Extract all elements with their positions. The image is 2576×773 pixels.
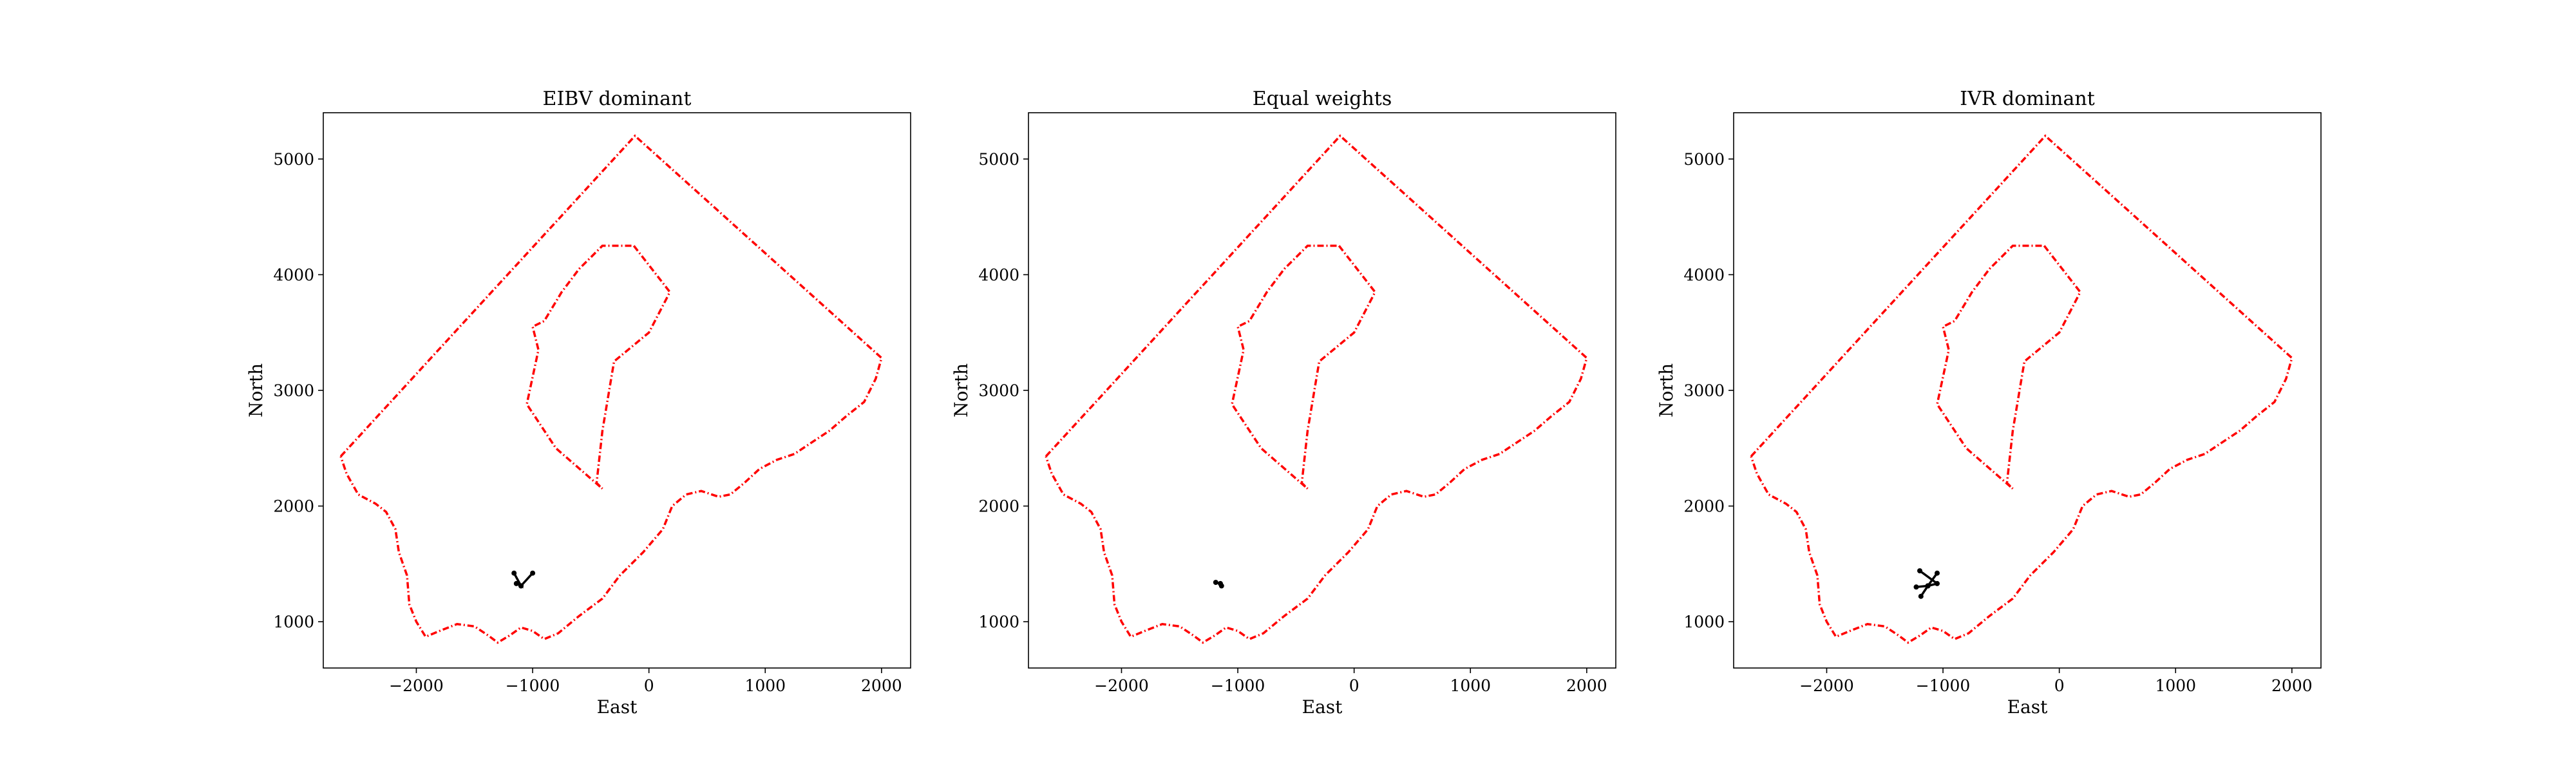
y-tick-label: 5000 <box>978 150 1019 169</box>
x-tick-label: 2000 <box>1566 676 1607 695</box>
path-point <box>1917 568 1922 574</box>
outer-boundary-line <box>339 134 883 644</box>
path-point <box>1213 580 1218 586</box>
path-point <box>1918 593 1924 599</box>
y-tick-label: 3000 <box>273 381 314 400</box>
y-axis-label: North <box>1656 363 1677 417</box>
path-point <box>530 570 536 576</box>
x-tick-label: −2000 <box>389 676 444 695</box>
path-point <box>518 583 524 589</box>
x-tick-label: 1000 <box>2155 676 2196 695</box>
y-tick-label: 5000 <box>273 150 314 169</box>
x-axis-label: East <box>2007 696 2049 718</box>
chart-panel-3: IVR dominant −2000 −1000 0 1000 2000 1000 2000 3… <box>1656 88 2322 718</box>
y-tick-label: 4000 <box>273 265 314 284</box>
chart-title: EIBV dominant <box>543 88 692 110</box>
inner-boundary-line <box>1936 244 2082 490</box>
x-tick-label: 1000 <box>1450 676 1491 695</box>
path-point <box>1935 580 1940 586</box>
x-tick-label: 0 <box>2054 676 2065 695</box>
y-tick-label: 2000 <box>978 497 1019 516</box>
chart-panel-1: EIBV dominant −2000 −1000 0 1000 2000 1000 2000… <box>245 88 911 718</box>
inner-boundary-line <box>526 244 672 490</box>
outer-boundary-line <box>1750 134 2293 644</box>
y-tick-label: 1000 <box>978 613 1019 631</box>
x-tick-label: 1000 <box>744 676 786 695</box>
y-tick-label: 3000 <box>978 381 1019 400</box>
plot-frame <box>1028 112 1616 669</box>
y-tick-label: 5000 <box>1683 150 1725 169</box>
path-point <box>1935 570 1940 576</box>
chart-title: Equal weights <box>1253 88 1392 110</box>
path-point <box>1925 583 1931 589</box>
y-axis-label: North <box>245 363 267 417</box>
x-tick-label: 0 <box>1349 676 1359 695</box>
x-tick-label: −2000 <box>1094 676 1149 695</box>
y-tick-label: 2000 <box>1683 497 1725 516</box>
x-tick-label: −1000 <box>1916 676 1971 695</box>
x-tick-label: −1000 <box>506 676 560 695</box>
outer-boundary-line <box>1045 134 1588 644</box>
y-tick-label: 4000 <box>978 265 1019 284</box>
y-tick-label: 2000 <box>273 497 314 516</box>
chart-title: IVR dominant <box>1960 88 2095 110</box>
x-tick-label: −2000 <box>1799 676 1854 695</box>
chart-panel-2: Equal weights −2000 −1000 0 1000 2000 1000 2000… <box>951 88 1616 718</box>
path-point <box>1913 584 1919 590</box>
y-axis-label: North <box>951 363 972 417</box>
x-tick-label: 0 <box>644 676 654 695</box>
y-tick-label: 1000 <box>273 613 314 631</box>
path-line <box>520 572 534 587</box>
path-point <box>511 570 517 576</box>
y-tick-label: 4000 <box>1683 265 1725 284</box>
x-tick-label: −1000 <box>1211 676 1265 695</box>
x-axis-label: East <box>597 696 638 718</box>
path-point <box>513 580 519 586</box>
y-tick-label: 1000 <box>1683 613 1725 631</box>
plot-frame <box>323 112 911 669</box>
x-tick-label: 2000 <box>2271 676 2313 695</box>
inner-boundary-line <box>1231 244 1377 490</box>
plot-frame <box>1733 112 2322 669</box>
y-tick-label: 3000 <box>1683 381 1725 400</box>
path-point <box>1218 583 1224 589</box>
x-axis-label: East <box>1302 696 1343 718</box>
x-tick-label: 2000 <box>861 676 902 695</box>
